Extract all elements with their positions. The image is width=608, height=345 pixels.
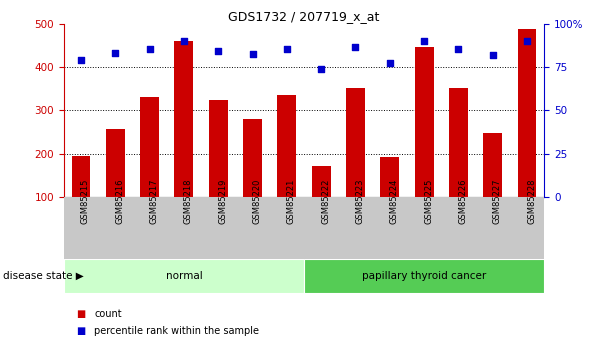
Bar <box>312 166 331 197</box>
Point <box>488 52 497 58</box>
Text: count: count <box>94 309 122 319</box>
Text: normal: normal <box>165 271 202 281</box>
Bar <box>381 157 399 197</box>
Bar <box>243 119 262 197</box>
Text: GSM85225: GSM85225 <box>424 179 433 224</box>
Text: GSM85219: GSM85219 <box>218 179 227 224</box>
Point <box>351 44 361 49</box>
Bar <box>106 129 125 197</box>
Text: GSM85220: GSM85220 <box>252 179 261 224</box>
Point <box>522 38 532 43</box>
Text: ■: ■ <box>76 326 85 336</box>
Text: GSM85223: GSM85223 <box>356 179 364 224</box>
Point <box>385 60 395 66</box>
Bar <box>483 133 502 197</box>
Text: GSM85221: GSM85221 <box>287 179 296 224</box>
Text: GSM85222: GSM85222 <box>321 179 330 224</box>
Point <box>454 47 463 52</box>
Text: GSM85218: GSM85218 <box>184 179 193 224</box>
Bar <box>346 88 365 197</box>
Bar <box>517 29 536 197</box>
Text: GSM85228: GSM85228 <box>527 179 536 224</box>
Text: GSM85217: GSM85217 <box>150 179 159 224</box>
Point <box>282 47 292 52</box>
Point <box>111 51 120 56</box>
Bar <box>415 47 434 197</box>
Point <box>316 67 326 72</box>
Text: disease state ▶: disease state ▶ <box>3 271 84 281</box>
Bar <box>277 95 296 197</box>
Text: GSM85216: GSM85216 <box>116 179 124 224</box>
Bar <box>140 98 159 197</box>
Bar <box>304 259 544 293</box>
Title: GDS1732 / 207719_x_at: GDS1732 / 207719_x_at <box>229 10 379 23</box>
Text: papillary thyroid cancer: papillary thyroid cancer <box>362 271 486 281</box>
Bar <box>174 41 193 197</box>
Point <box>145 47 154 52</box>
Bar <box>64 259 304 293</box>
Point <box>213 48 223 54</box>
Text: GSM85224: GSM85224 <box>390 179 399 224</box>
Text: GSM85215: GSM85215 <box>81 179 90 224</box>
Bar <box>209 100 227 197</box>
Bar <box>72 156 91 197</box>
Point <box>179 38 188 43</box>
Point <box>76 57 86 62</box>
Text: GSM85227: GSM85227 <box>492 179 502 224</box>
Text: GSM85226: GSM85226 <box>458 179 468 224</box>
Point <box>419 38 429 43</box>
Text: percentile rank within the sample: percentile rank within the sample <box>94 326 259 336</box>
Bar <box>449 88 468 197</box>
Point <box>247 52 257 57</box>
Text: ■: ■ <box>76 309 85 319</box>
